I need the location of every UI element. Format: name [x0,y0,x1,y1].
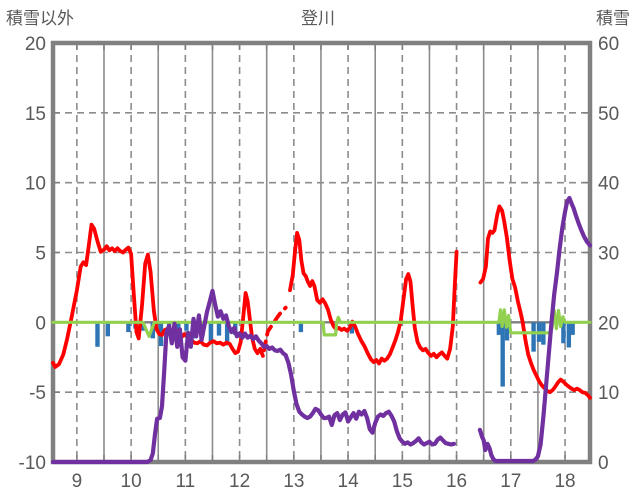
svg-text:-5: -5 [29,383,46,404]
svg-text:10: 10 [121,471,142,492]
svg-text:0: 0 [35,313,46,334]
svg-text:15: 15 [392,471,413,492]
svg-text:16: 16 [446,471,467,492]
svg-text:50: 50 [598,104,619,125]
chart-title: 登川 [301,9,335,28]
red-line [51,204,592,400]
svg-text:15: 15 [25,104,46,125]
svg-text:13: 13 [283,471,304,492]
svg-text:20: 20 [25,34,46,55]
plot-border [50,40,593,465]
svg-text:14: 14 [338,471,360,492]
svg-text:18: 18 [554,471,575,492]
left-axis-title: 積雪以外 [6,9,74,28]
purple-line [50,195,593,465]
svg-text:5: 5 [35,244,46,265]
svg-text:40: 40 [598,174,619,195]
svg-text:0: 0 [598,453,609,474]
svg-text:60: 60 [598,34,619,55]
svg-text:10: 10 [25,174,46,195]
svg-text:17: 17 [500,471,521,492]
svg-text:12: 12 [229,471,250,492]
svg-text:-10: -10 [19,453,46,474]
svg-text:11: 11 [175,471,195,492]
svg-text:9: 9 [72,471,83,492]
svg-text:30: 30 [598,244,619,265]
green-line [51,308,592,338]
svg-text:20: 20 [598,313,619,334]
svg-text:10: 10 [598,383,619,404]
right-axis-title: 積雪 [596,9,630,28]
